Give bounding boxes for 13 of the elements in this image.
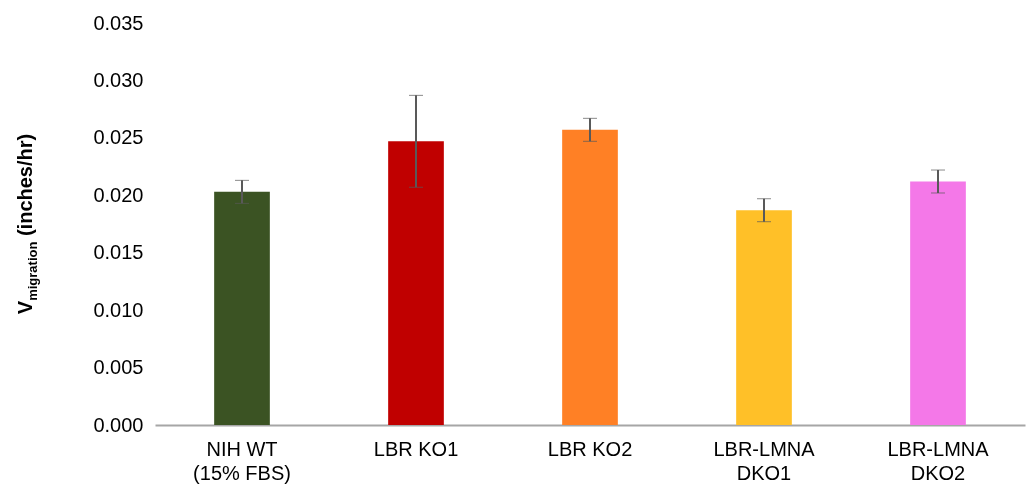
x-tick-label: NIH WT (15% FBS) — [193, 437, 291, 484]
y-tick-label: 0.025 — [93, 126, 144, 149]
y-tick-label: 0.030 — [93, 68, 144, 91]
x-tick-label: LBR-LMNA DKO1 — [713, 437, 816, 484]
y-tick-label: 0.000 — [93, 413, 144, 436]
y-tick-label: 0.015 — [93, 241, 144, 264]
x-tick-label: LBR-LMNA DKO2 — [887, 437, 990, 484]
y-tick-label: 0.005 — [93, 356, 144, 379]
y-tick-label: 0.010 — [93, 298, 144, 321]
y-tick-label: 0.035 — [93, 11, 144, 34]
x-tick-label: LBR KO2 — [547, 437, 633, 460]
y-tick-label: 0.020 — [93, 183, 144, 206]
x-tick-label: LBR KO1 — [373, 437, 459, 460]
